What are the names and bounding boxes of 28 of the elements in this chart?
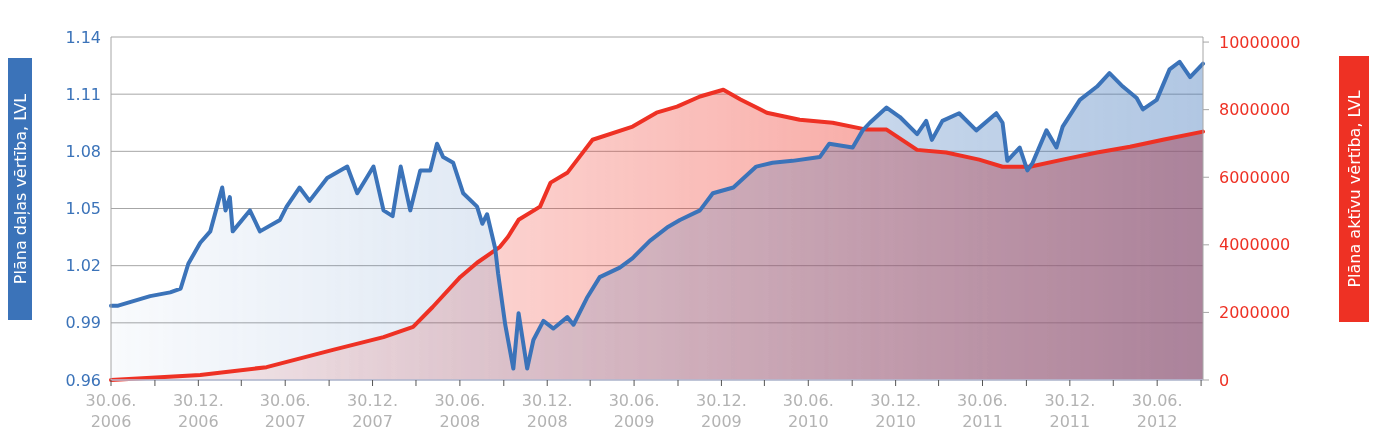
- y-tick-label: 1.08: [65, 141, 101, 161]
- y-tick-label: 0.96: [65, 370, 101, 390]
- x-tick-label: 30.12. 2007: [347, 391, 398, 431]
- y2-tick-label: 6000000: [1219, 167, 1291, 187]
- y-tick-label: 1.02: [65, 256, 101, 276]
- y2-tick-label: 8000000: [1219, 100, 1291, 120]
- x-tick-label: 30.06. 2011: [957, 391, 1008, 431]
- x-tick-label: 30.12. 2006: [172, 391, 224, 431]
- y-tick-label: 1.14: [65, 27, 101, 47]
- y2-tick-label: 0: [1219, 370, 1230, 390]
- x-tick-label: 30.06. 2006: [85, 391, 137, 431]
- y-tick-label: 0.99: [65, 313, 101, 333]
- y-tick-label: 1.11: [65, 84, 101, 104]
- y-axis-title: Plāna daļas vērtība, LVL: [11, 93, 30, 285]
- x-tick-label: 30.06. 2007: [259, 391, 311, 431]
- x-tick-label: 30.12. 2011: [1044, 391, 1096, 431]
- x-tick-label: 30.06. 2012: [1131, 391, 1183, 431]
- x-tick-label: 30.12. 2009: [695, 391, 747, 431]
- x-tick-label: 30.06. 2008: [434, 391, 486, 431]
- x-tick-label: 30.06. 2009: [608, 391, 660, 431]
- y2-tick-label: 10000000: [1219, 32, 1301, 52]
- x-tick-label: 30.06. 2010: [782, 391, 834, 431]
- y2-tick-label: 4000000: [1219, 235, 1291, 255]
- y2-tick-label: 2000000: [1219, 303, 1291, 323]
- y-tick-label: 1.05: [65, 199, 101, 219]
- x-tick-label: 30.12. 2008: [521, 391, 573, 431]
- y2-axis-title: Plāna aktīvu vērtība, LVL: [1345, 90, 1364, 288]
- x-tick-label: 30.12. 2010: [870, 391, 922, 431]
